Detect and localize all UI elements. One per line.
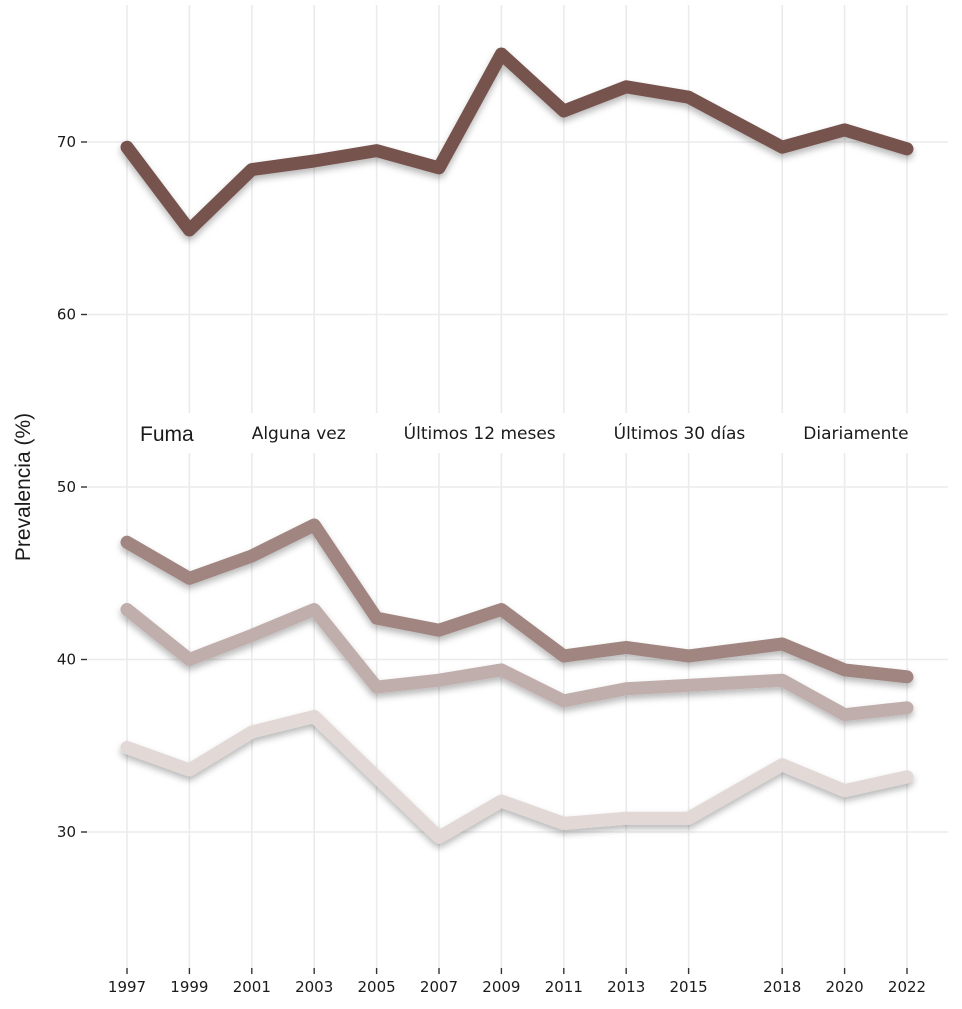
legend-label-2: Últimos 12 meses — [404, 422, 556, 444]
series-line-2 — [120, 518, 914, 684]
x-tick-label-1999: 1999 — [170, 978, 208, 996]
x-tick-label-2003: 2003 — [295, 978, 333, 996]
x-tick-label-2009: 2009 — [482, 978, 520, 996]
x-tick-label-2020: 2020 — [826, 978, 864, 996]
series-line-4 — [120, 709, 914, 844]
y-tick-label-70: 70 — [57, 133, 76, 151]
x-tick-label-2005: 2005 — [358, 978, 396, 996]
legend-title: Fuma — [140, 423, 194, 446]
x-tick-label-2011: 2011 — [545, 978, 583, 996]
series-lines — [120, 47, 914, 844]
axes: 1997 1999 2001 2003 2005 2007 2009 2011 2013 2015… — [57, 133, 926, 996]
y-tick-label-30: 30 — [57, 823, 76, 841]
legend-label-3: Últimos 30 días — [614, 422, 746, 444]
x-tick-label-2007: 2007 — [420, 978, 458, 996]
x-tick-label-2022: 2022 — [888, 978, 926, 996]
x-tick-label-2001: 2001 — [233, 978, 271, 996]
legend-label-1: Alguna vez — [252, 424, 346, 444]
y-tick-label-50: 50 — [57, 478, 76, 496]
y-tick-label-60: 60 — [57, 306, 76, 324]
y-tick-label-40: 40 — [57, 651, 76, 669]
y-axis-label: Prevalencia (%) — [12, 413, 35, 561]
x-tick-label-2013: 2013 — [607, 978, 645, 996]
legend-label-4: Diariamente — [803, 424, 908, 444]
x-tick-label-1997: 1997 — [108, 978, 146, 996]
grid — [87, 5, 948, 968]
x-tick-label-2015: 2015 — [670, 978, 708, 996]
legend: Fuma Alguna vez Últimos 12 meses Últimos 3… — [132, 413, 923, 453]
x-tick-label-2018: 2018 — [763, 978, 801, 996]
